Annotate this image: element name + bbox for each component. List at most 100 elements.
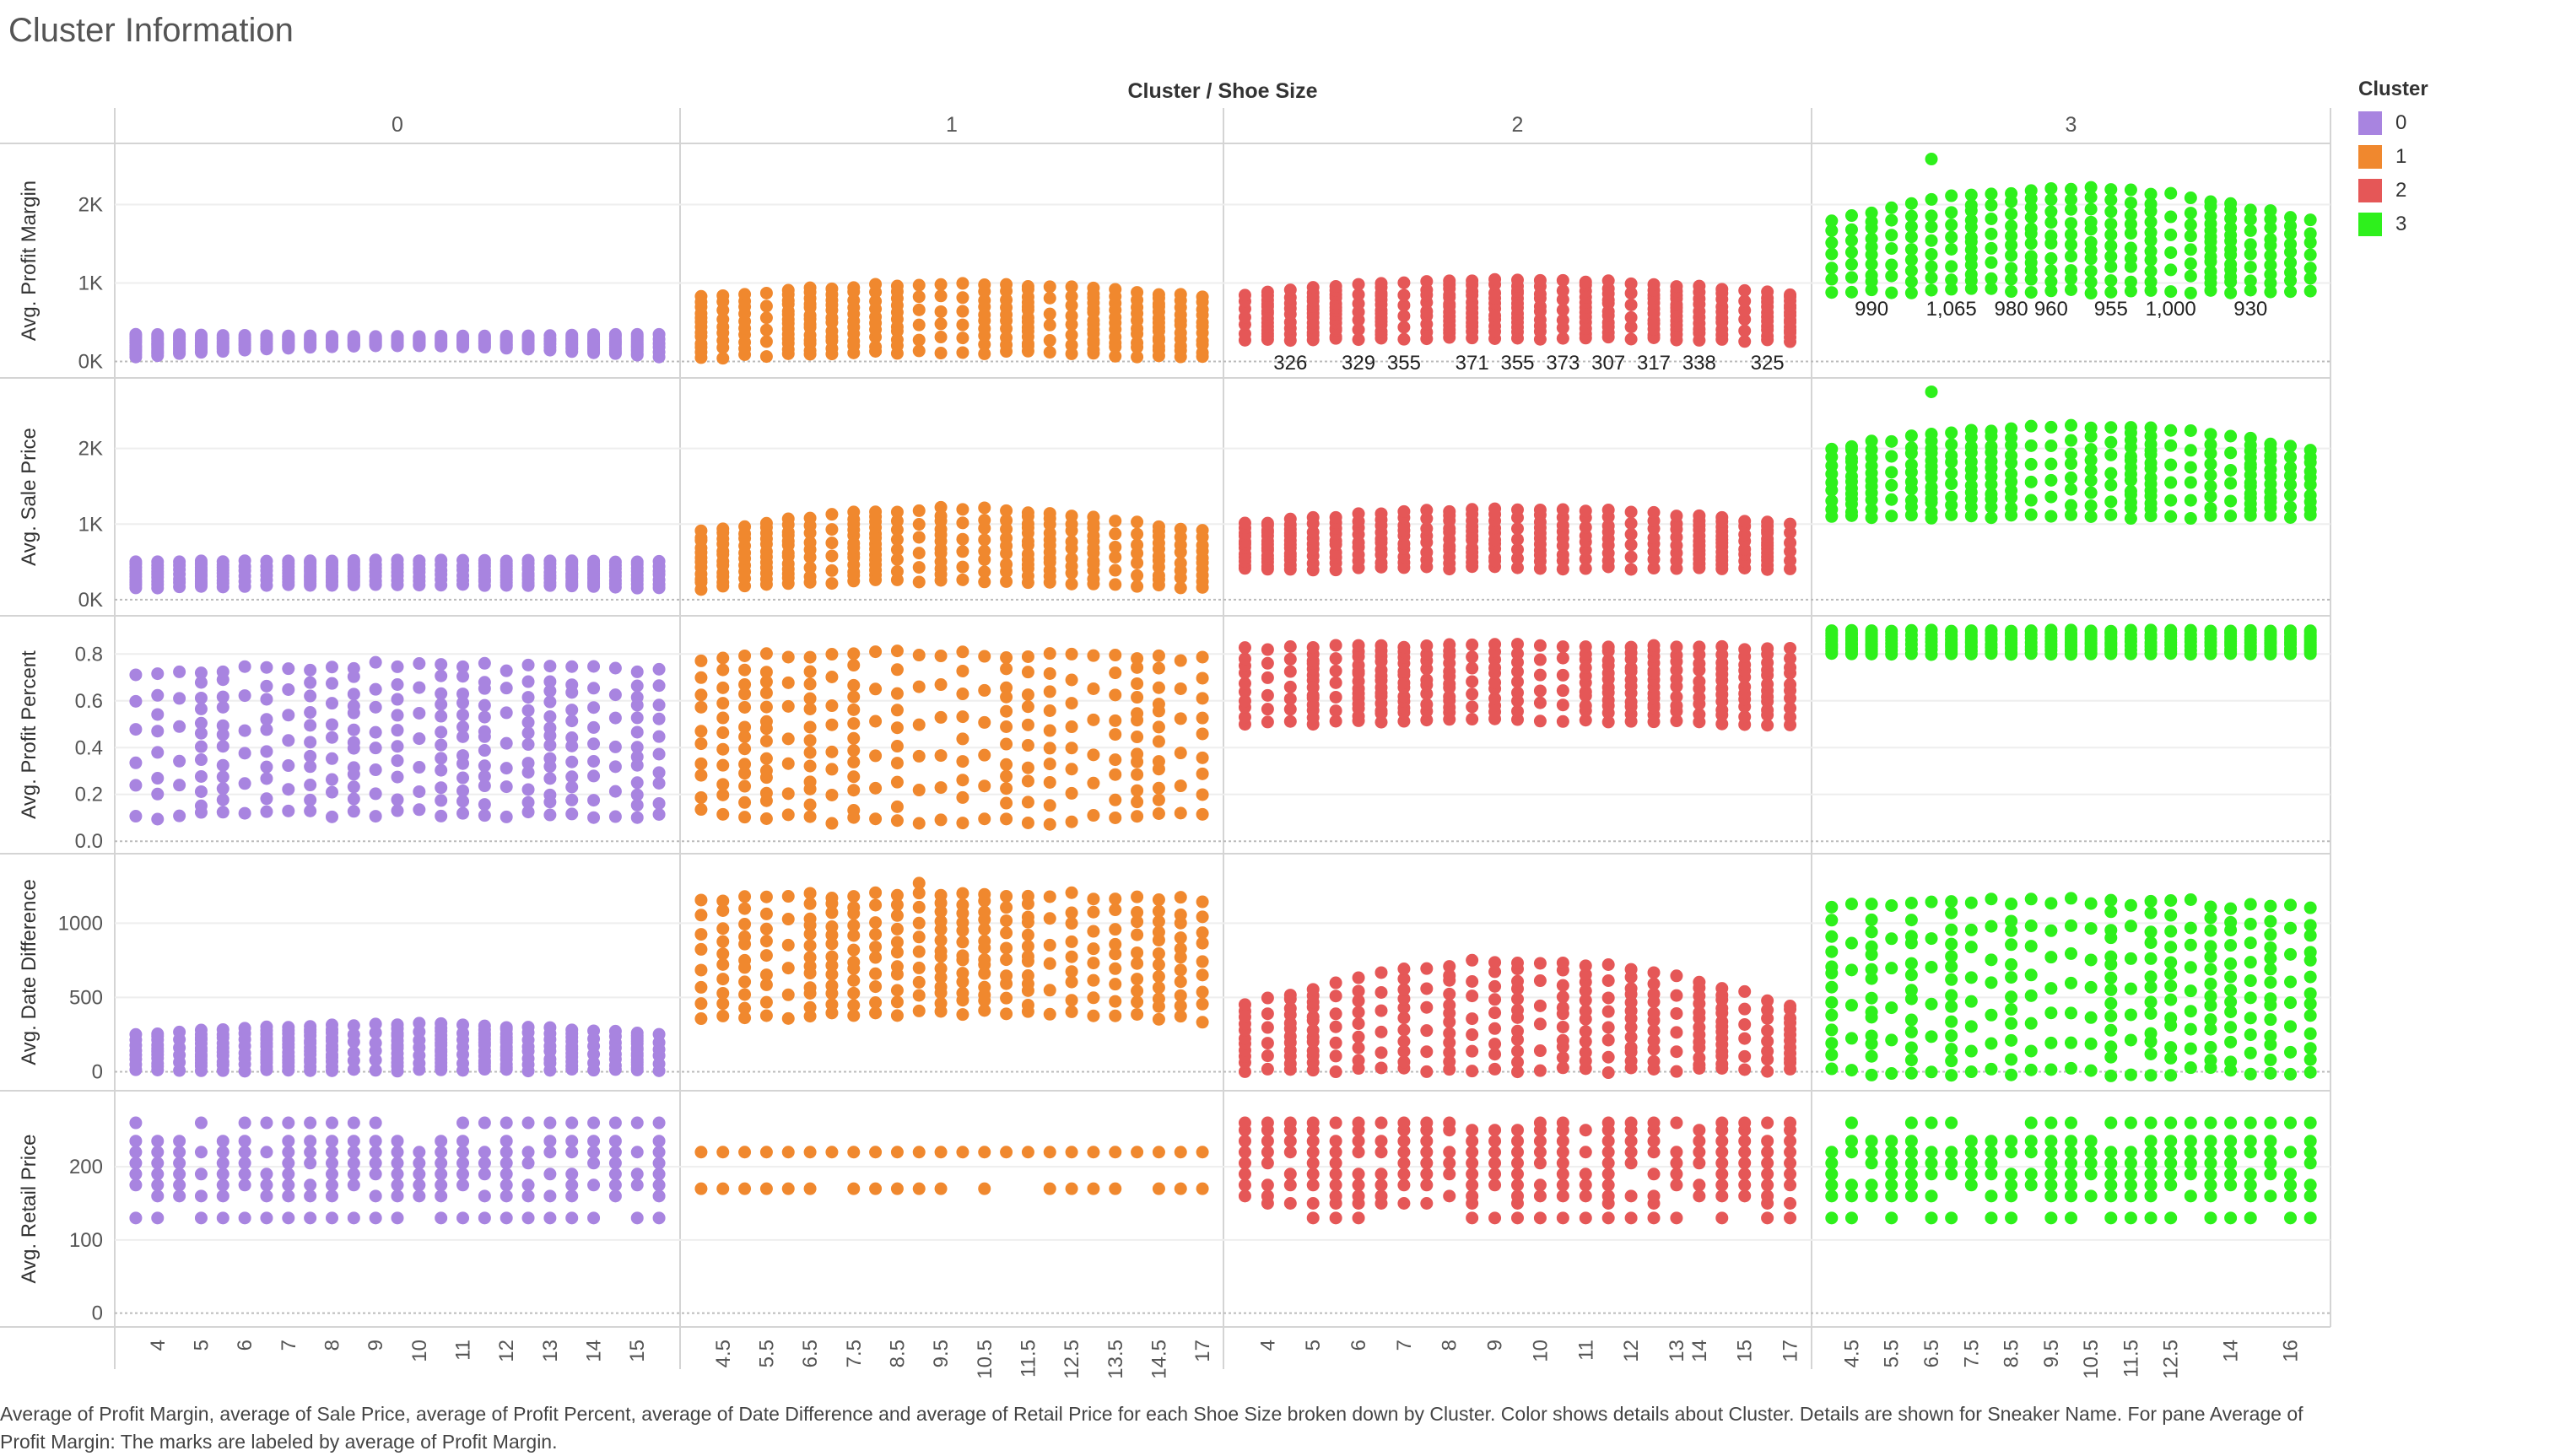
data-point[interactable] <box>759 968 773 982</box>
data-point[interactable] <box>1065 786 1078 800</box>
data-point[interactable] <box>478 809 491 822</box>
data-point[interactable] <box>1945 426 1958 439</box>
data-point[interactable] <box>1021 700 1034 714</box>
data-point[interactable] <box>2204 911 2217 925</box>
data-point[interactable] <box>1601 1021 1615 1034</box>
data-point[interactable] <box>1670 1157 1683 1170</box>
data-point[interactable] <box>630 665 644 678</box>
data-point[interactable] <box>2303 444 2317 457</box>
data-point[interactable] <box>1624 963 1638 976</box>
data-point[interactable] <box>304 329 317 342</box>
data-point[interactable] <box>1131 984 1144 998</box>
data-point[interactable] <box>1021 506 1034 520</box>
data-point[interactable] <box>1885 1001 1898 1015</box>
data-point[interactable] <box>803 897 817 910</box>
data-point[interactable] <box>304 706 317 720</box>
data-point[interactable] <box>2144 1027 2158 1040</box>
data-point[interactable] <box>1131 515 1144 529</box>
data-point[interactable] <box>1196 1016 1209 1029</box>
data-point[interactable] <box>325 752 338 765</box>
data-point[interactable] <box>847 929 861 942</box>
data-point[interactable] <box>2303 248 2317 262</box>
data-point[interactable] <box>869 1006 883 1020</box>
data-point[interactable] <box>934 317 948 331</box>
data-point[interactable] <box>1174 1146 1187 1159</box>
data-point[interactable] <box>2303 1146 2317 1159</box>
data-point[interactable] <box>978 575 991 589</box>
data-point[interactable] <box>2024 1063 2038 1076</box>
data-point[interactable] <box>1964 1157 1978 1170</box>
data-point[interactable] <box>435 794 448 807</box>
data-point[interactable] <box>2084 922 2098 936</box>
data-point[interactable] <box>1945 895 1958 909</box>
data-point[interactable] <box>1329 1189 1342 1203</box>
data-point[interactable] <box>956 887 969 900</box>
data-point[interactable] <box>369 1211 382 1225</box>
data-point[interactable] <box>369 1037 382 1050</box>
data-point[interactable] <box>521 658 535 671</box>
data-point[interactable] <box>2204 502 2217 515</box>
data-point[interactable] <box>2005 924 2018 937</box>
data-point[interactable] <box>1043 307 1056 321</box>
data-point[interactable] <box>847 956 861 969</box>
data-point[interactable] <box>238 1146 251 1159</box>
data-point[interactable] <box>2184 984 2197 998</box>
data-point[interactable] <box>1904 623 1918 637</box>
data-point[interactable] <box>934 945 948 958</box>
data-point[interactable] <box>1964 440 1978 454</box>
data-point[interactable] <box>1152 1182 1165 1195</box>
data-point[interactable] <box>1420 275 1434 289</box>
data-point[interactable] <box>2084 276 2098 289</box>
data-point[interactable] <box>2065 418 2077 432</box>
data-point[interactable] <box>1670 1167 1683 1181</box>
data-point[interactable] <box>1925 1189 1938 1203</box>
data-point[interactable] <box>2104 1167 2118 1181</box>
data-point[interactable] <box>521 715 535 729</box>
data-point[interactable] <box>391 1189 404 1203</box>
data-point[interactable] <box>1985 919 1998 933</box>
data-point[interactable] <box>759 764 773 778</box>
data-point[interactable] <box>825 577 839 590</box>
data-point[interactable] <box>2204 900 2217 914</box>
data-point[interactable] <box>1964 1135 1978 1148</box>
data-point[interactable] <box>1443 1055 1456 1069</box>
data-point[interactable] <box>1043 1182 1056 1195</box>
data-point[interactable] <box>1375 1004 1388 1017</box>
data-point[interactable] <box>2124 952 2137 965</box>
data-point[interactable] <box>325 330 338 343</box>
data-point[interactable] <box>2224 212 2238 225</box>
data-point[interactable] <box>238 1022 251 1035</box>
data-point[interactable] <box>1925 220 1938 234</box>
data-point[interactable] <box>716 1009 730 1022</box>
data-point[interactable] <box>869 951 883 964</box>
data-point[interactable] <box>2005 272 2018 286</box>
data-point[interactable] <box>2284 256 2298 269</box>
data-point[interactable] <box>2204 438 2217 451</box>
data-point[interactable] <box>694 1012 708 1026</box>
data-point[interactable] <box>543 675 557 688</box>
data-point[interactable] <box>1715 1167 1729 1181</box>
data-point[interactable] <box>2184 1146 2197 1159</box>
data-point[interactable] <box>1844 1135 1858 1148</box>
data-point[interactable] <box>1925 997 1938 1011</box>
data-point[interactable] <box>803 1000 817 1014</box>
data-point[interactable] <box>1261 688 1274 702</box>
data-point[interactable] <box>1352 1167 1365 1181</box>
data-point[interactable] <box>2024 989 2038 1002</box>
data-point[interactable] <box>1021 928 1034 941</box>
data-point[interactable] <box>413 732 426 746</box>
data-point[interactable] <box>391 330 404 343</box>
data-point[interactable] <box>1715 1211 1729 1225</box>
data-point[interactable] <box>1601 1211 1615 1225</box>
data-point[interactable] <box>608 661 622 675</box>
data-point[interactable] <box>1443 968 1456 982</box>
data-point[interactable] <box>1043 280 1056 294</box>
data-point[interactable] <box>2264 221 2277 235</box>
data-point[interactable] <box>738 1001 752 1015</box>
data-point[interactable] <box>1844 1211 1858 1225</box>
data-point[interactable] <box>825 523 839 537</box>
data-point[interactable] <box>2104 193 2118 207</box>
data-point[interactable] <box>2124 982 2137 995</box>
data-point[interactable] <box>1261 1135 1274 1148</box>
data-point[interactable] <box>435 763 448 777</box>
